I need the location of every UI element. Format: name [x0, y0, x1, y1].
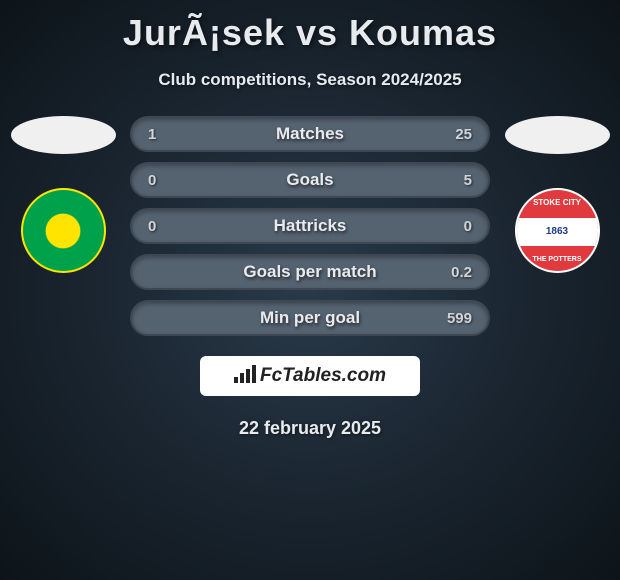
player-left-column: [8, 116, 118, 273]
stat-bar-min-per-goal: Min per goal 599: [130, 300, 490, 336]
stoke-badge-top-text: STOKE CITY: [517, 198, 598, 207]
player-right-portrait: [505, 116, 610, 154]
stats-column: 1 Matches 25 0 Goals 5 0 Hattricks 0 Goa…: [130, 116, 490, 336]
club-badge-right: STOKE CITY 1863 THE POTTERS: [515, 188, 600, 273]
stat-left-value: 0: [148, 218, 156, 235]
stat-label: Matches: [276, 124, 344, 144]
stat-right-value: 5: [464, 172, 472, 189]
stat-right-value: 0.2: [451, 264, 472, 281]
stat-label: Goals: [286, 170, 333, 190]
stat-bar-hattricks: 0 Hattricks 0: [130, 208, 490, 244]
stat-bar-matches: 1 Matches 25: [130, 116, 490, 152]
stat-bar-goals-per-match: Goals per match 0.2: [130, 254, 490, 290]
brand-badge[interactable]: FcTables.com: [200, 356, 420, 396]
stat-bar-goals: 0 Goals 5: [130, 162, 490, 198]
stat-label: Min per goal: [260, 308, 360, 328]
chart-bars-icon: [234, 365, 256, 388]
stat-right-value: 599: [447, 310, 472, 327]
stat-label: Hattricks: [274, 216, 347, 236]
stat-right-value: 0: [464, 218, 472, 235]
date-text: 22 february 2025: [0, 418, 620, 439]
player-right-column: STOKE CITY 1863 THE POTTERS: [502, 116, 612, 273]
brand-name: FcTables.com: [260, 365, 386, 387]
stat-label: Goals per match: [243, 262, 376, 282]
stat-right-value: 25: [455, 126, 472, 143]
page-title: JurÃ¡sek vs Koumas: [0, 0, 620, 54]
stoke-badge-year: 1863: [517, 226, 598, 237]
stat-left-value: 0: [148, 172, 156, 189]
club-badge-left: [21, 188, 106, 273]
stoke-badge-bottom-text: THE POTTERS: [517, 256, 598, 263]
stat-left-value: 1: [148, 126, 156, 143]
player-left-portrait: [11, 116, 116, 154]
comparison-container: 1 Matches 25 0 Goals 5 0 Hattricks 0 Goa…: [0, 116, 620, 336]
subtitle: Club competitions, Season 2024/2025: [0, 70, 620, 90]
